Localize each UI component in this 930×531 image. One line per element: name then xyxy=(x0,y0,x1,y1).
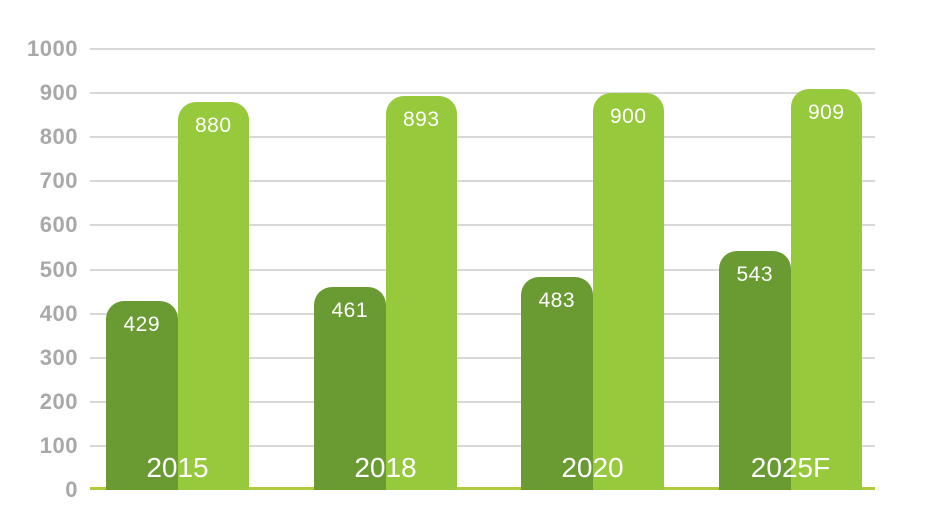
category-label: 2015 xyxy=(146,452,209,483)
light-green-series-bar: 893 xyxy=(385,96,457,490)
gridline xyxy=(90,444,875,447)
gridline xyxy=(90,312,875,315)
gridline xyxy=(90,224,875,227)
light-green-series-bar: 900 xyxy=(592,93,664,490)
y-axis-tick-label: 300 xyxy=(39,344,78,370)
y-axis-tick-label: 200 xyxy=(39,388,78,414)
dark-green-series-bar: 543 xyxy=(719,250,791,490)
bar-value-label: 909 xyxy=(807,101,845,125)
category-label: 2020 xyxy=(561,452,624,483)
y-axis-tick-label: 1000 xyxy=(27,36,78,61)
light-green-series-bar: 880 xyxy=(177,101,249,490)
y-axis-tick-label: 0 xyxy=(65,477,78,502)
bar-value-label: 893 xyxy=(402,108,440,132)
y-axis-tick-label: 800 xyxy=(39,124,78,150)
gridline xyxy=(90,180,875,183)
bar-value-label: 900 xyxy=(609,105,647,129)
gridline xyxy=(90,356,875,359)
category-label: 2025F xyxy=(750,452,831,483)
gridline xyxy=(90,92,875,95)
y-axis-tick-label: 600 xyxy=(39,212,78,238)
y-axis-tick-label: 100 xyxy=(39,432,78,458)
gridline xyxy=(90,400,875,403)
gridline xyxy=(90,48,875,50)
dark-green-series-bar: 429 xyxy=(106,300,178,490)
y-axis-tick-label: 400 xyxy=(39,300,78,326)
bar-value-label: 880 xyxy=(194,113,232,137)
x-axis-baseline xyxy=(90,487,875,490)
y-axis-tick-label: 500 xyxy=(39,256,78,282)
y-axis-tick-label: 700 xyxy=(39,168,78,194)
bar-value-label: 543 xyxy=(736,262,774,286)
dark-green-series-bar: 461 xyxy=(314,286,386,490)
gridline xyxy=(90,136,875,139)
y-axis-tick-label: 900 xyxy=(39,80,78,106)
light-green-series-bar: 909 xyxy=(790,89,862,490)
category-label: 2018 xyxy=(354,452,417,483)
dark-green-series-bar: 483 xyxy=(521,276,593,490)
gridline xyxy=(90,268,875,271)
bar-value-label: 429 xyxy=(123,312,161,336)
bar-value-label: 483 xyxy=(538,288,576,312)
bar-value-label: 461 xyxy=(331,298,369,322)
